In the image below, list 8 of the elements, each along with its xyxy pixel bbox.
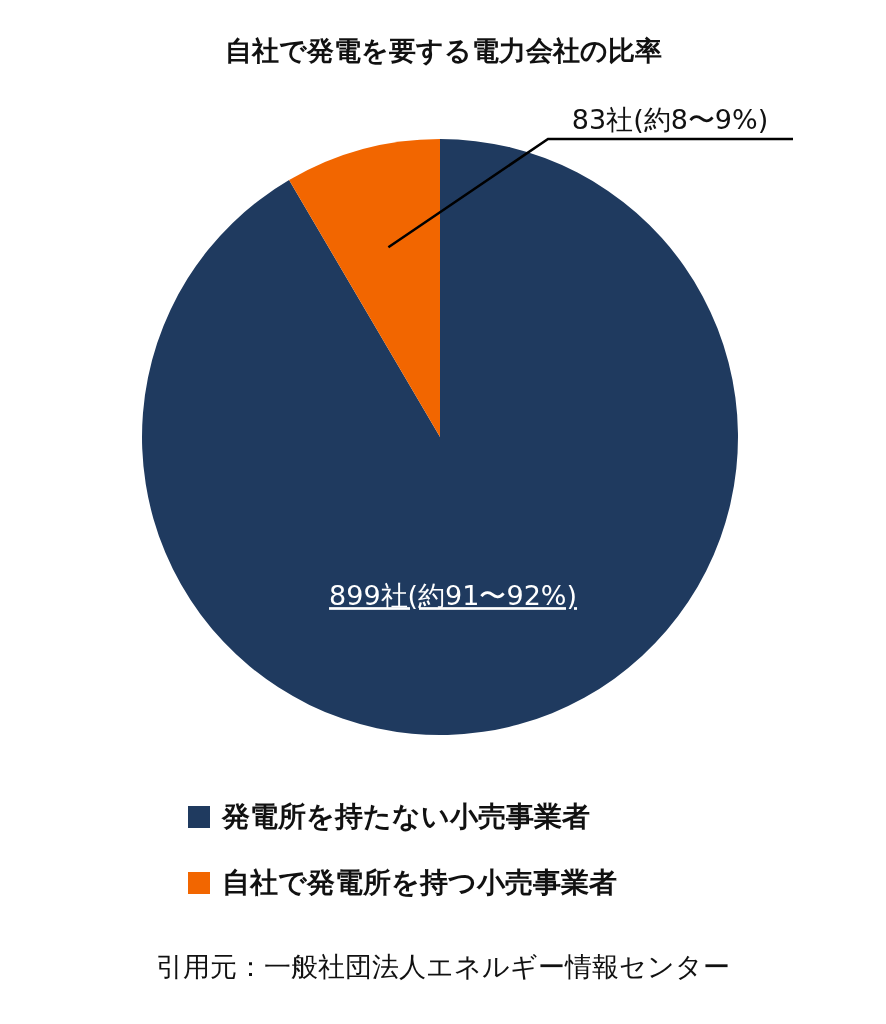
pie-slice — [142, 139, 738, 735]
data-label: 899社(約91〜92%) — [329, 580, 577, 612]
legend-label: 自社で発電所を持つ小売事業者 — [222, 866, 617, 899]
text: 引用元：一般社団法人エネルギー情報センター — [156, 951, 730, 982]
chart-title: 自社で発電を要する電力会社の比率 — [224, 35, 662, 66]
data-label: 83社(約8〜9%) — [571, 104, 769, 135]
pie-slice — [289, 139, 440, 437]
legend-label: 発電所を持たない小売事業者 — [221, 800, 590, 833]
